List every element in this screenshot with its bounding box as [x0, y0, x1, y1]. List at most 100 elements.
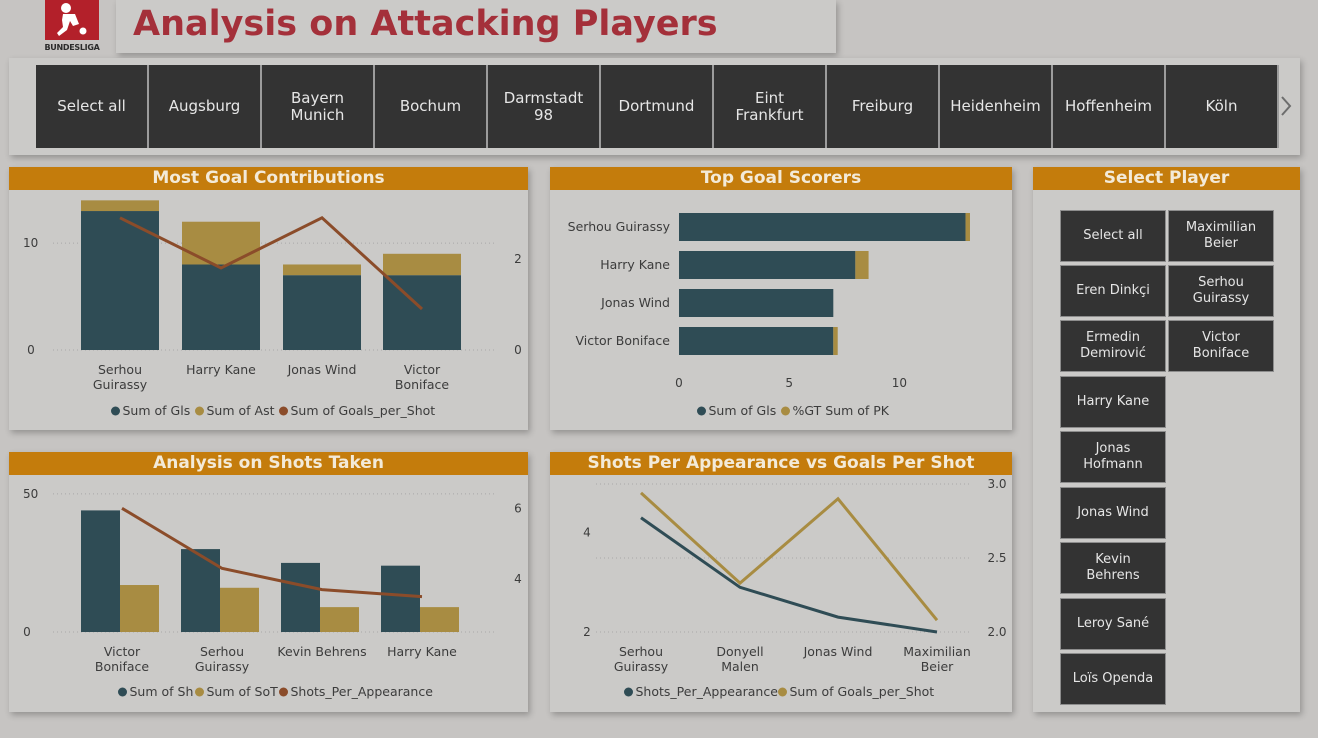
- x-tick-1: Harry Kane: [186, 362, 256, 377]
- bar-ast-0: [81, 200, 159, 212]
- bar-gls-1: [679, 251, 856, 279]
- player-button-jonas-hofmann[interactable]: Jonas Hofmann: [1060, 431, 1166, 483]
- team-button-augsburg[interactable]: Augsburg: [149, 65, 262, 148]
- legend-marker-shots-per-appearance: [279, 687, 288, 697]
- title-banner: Analysis on Attacking Players: [116, 0, 836, 53]
- team-button-freiburg[interactable]: Freiburg: [827, 65, 940, 148]
- bar-pk-0: [965, 213, 970, 241]
- y2-tick-4: 4: [514, 572, 522, 586]
- x-tick-1: Donyell Malen: [716, 644, 763, 674]
- line-shots-per-appearance: [121, 506, 423, 599]
- y2-tick-2: 2: [514, 252, 522, 266]
- x-tick-2: Kevin Behrens: [277, 644, 366, 659]
- player-button-ermedin-demirovi[interactable]: Ermedin Demirović: [1060, 320, 1166, 372]
- shots-title: Analysis on Shots Taken: [9, 452, 528, 475]
- bar-gls-2: [679, 289, 834, 317]
- legend-marker-shots-per-appearance: [624, 687, 633, 697]
- y2-tick-6: 6: [514, 501, 522, 515]
- legend-label-sum-of-sh: Sum of Sh: [130, 684, 194, 699]
- bar-gls-0: [679, 213, 966, 241]
- legend-label-sum-of-gls: Sum of Gls: [123, 403, 191, 418]
- team-button-bayern-munich[interactable]: Bayern Munich: [262, 65, 375, 148]
- x-tick-0: Victor Boniface: [95, 644, 150, 674]
- team-button-heidenheim[interactable]: Heidenheim: [940, 65, 1053, 148]
- line-goals-per-shot: [639, 491, 939, 622]
- shots-panel: Analysis on Shots Taken 0 50 4 6 Victor Bonif…: [9, 452, 528, 712]
- bar-sh-0: [81, 510, 120, 632]
- y2-tick-3-0: 3.0: [987, 477, 1006, 491]
- y-tick-0: 0: [27, 343, 35, 357]
- team-button-bochum[interactable]: Bochum: [375, 65, 488, 148]
- legend-marker-sum-of-gls: [111, 406, 120, 416]
- goal-contributions-panel: Most Goal Contributions 0 10 0 2 Serhou Guira…: [9, 167, 528, 430]
- team-button-darmstadt-98[interactable]: Darmstadt 98: [488, 65, 601, 148]
- x-tick-5: 5: [785, 376, 793, 390]
- y-tick-4: 4: [583, 526, 591, 540]
- bar-gls-2: [283, 275, 361, 350]
- y-tick-2: 2: [583, 625, 591, 639]
- x-tick-0: 0: [675, 376, 683, 390]
- legend-marker-sum-of-sot: [195, 687, 204, 697]
- y-tick-50: 50: [23, 487, 38, 501]
- y-tick-2: Jonas Wind: [600, 295, 670, 310]
- legend-label-sum-of-goals-per-shot: Sum of Goals_per_Shot: [291, 403, 436, 418]
- bar-sh-3: [381, 565, 420, 632]
- x-tick-2: Jonas Wind: [803, 644, 873, 659]
- logo-emblem: [45, 0, 99, 40]
- player-button-eren-dink-i[interactable]: Eren Dinkçi: [1060, 265, 1166, 317]
- y-tick-10: 10: [23, 236, 38, 250]
- player-button-jonas-wind[interactable]: Jonas Wind: [1060, 487, 1166, 539]
- shots-chart: 0 50 4 6 Victor Boniface Serhou Guirassy Kevin B…: [23, 487, 522, 699]
- spa-vs-gps-chart: 2 4 2.0 2.5 3.0 Serhou Guirassy Donyell Malen Jon…: [583, 477, 1006, 699]
- player-button-leroy-san[interactable]: Leroy Sané: [1060, 598, 1166, 650]
- player-button-maximilian-beier[interactable]: Maximilian Beier: [1168, 210, 1274, 262]
- top-scorers-title: Top Goal Scorers: [550, 167, 1012, 190]
- legend-label-sum-of-goals-per-shot: Sum of Goals_per_Shot: [790, 684, 935, 699]
- select-player-panel: Select Player Select all Maximilian Beier E…: [1033, 167, 1300, 712]
- x-tick-2: Jonas Wind: [287, 362, 357, 377]
- bar-sh-1: [181, 549, 220, 632]
- team-button-eint-frankfurt[interactable]: Eint Frankfurt: [714, 65, 827, 148]
- y2-tick-2-5: 2.5: [987, 551, 1006, 565]
- legend-marker-sum-of-ast: [195, 406, 204, 416]
- legend-label-shots-per-appearance: Shots_Per_Appearance: [636, 684, 779, 699]
- goal-contributions-title: Most Goal Contributions: [9, 167, 528, 190]
- team-button-hoffenheim[interactable]: Hoffenheim: [1053, 65, 1166, 148]
- y2-tick-2-0: 2.0: [987, 625, 1006, 639]
- y-tick-0: Serhou Guirassy: [568, 219, 671, 234]
- goal-contributions-chart: 0 10 0 2 Serhou Guirassy Harry Kane Jonas Wind V…: [23, 200, 522, 418]
- player-button-harry-kane[interactable]: Harry Kane: [1060, 376, 1166, 428]
- player-button-select-all[interactable]: Select all: [1060, 210, 1166, 262]
- spa-vs-gps-panel: Shots Per Appearance vs Goals Per Shot 2…: [550, 452, 1012, 712]
- team-button-select-all[interactable]: Select all: [36, 65, 149, 148]
- legend-marker-sum-of-sh: [118, 687, 127, 697]
- legend-label-shots-per-appearance: Shots_Per_Appearance: [291, 684, 434, 699]
- player-button-serhou-guirassy[interactable]: Serhou Guirassy: [1168, 265, 1274, 317]
- y-tick-0: 0: [23, 625, 31, 639]
- logo-text: BUNDESLIGA: [44, 43, 100, 52]
- legend-label-sum-of-sot: Sum of SoT: [207, 684, 279, 699]
- bar-ast-2: [283, 264, 361, 276]
- bar-gls-3: [679, 327, 834, 355]
- top-scorers-chart: 0 5 10 Serhou Guirassy Harry Kane Jonas Wind V…: [568, 213, 970, 418]
- bar-pk-3: [833, 327, 838, 355]
- player-button-lo-s-openda[interactable]: Loïs Openda: [1060, 653, 1166, 705]
- top-scorers-panel: Top Goal Scorers 0 5 10 Serhou Guirassy Harr…: [550, 167, 1012, 430]
- player-button-kevin-behrens[interactable]: Kevin Behrens: [1060, 542, 1166, 594]
- bar-sot-2: [320, 607, 359, 632]
- x-tick-10: 10: [892, 376, 907, 390]
- chevron-right-icon[interactable]: [1278, 94, 1294, 118]
- team-button-dortmund[interactable]: Dortmund: [601, 65, 714, 148]
- page-title: Analysis on Attacking Players: [133, 4, 718, 44]
- y-tick-1: Harry Kane: [600, 257, 670, 272]
- legend-label-sum-of-ast: Sum of Ast: [207, 403, 275, 418]
- y-tick-3: Victor Boniface: [575, 333, 670, 348]
- bar-gls-3: [383, 275, 461, 350]
- x-tick-3: Victor Boniface: [395, 362, 450, 392]
- x-tick-3: Maximilian Beier: [903, 644, 971, 674]
- team-button-k-ln[interactable]: Köln: [1166, 65, 1279, 148]
- team-slicer: Select all Augsburg Bayern Munich Bochum Darm…: [9, 58, 1300, 155]
- bar-sot-3: [420, 607, 459, 632]
- legend-label-gt-sum-of-pk: %GT Sum of PK: [793, 403, 890, 418]
- player-button-victor-boniface[interactable]: Victor Boniface: [1168, 320, 1274, 372]
